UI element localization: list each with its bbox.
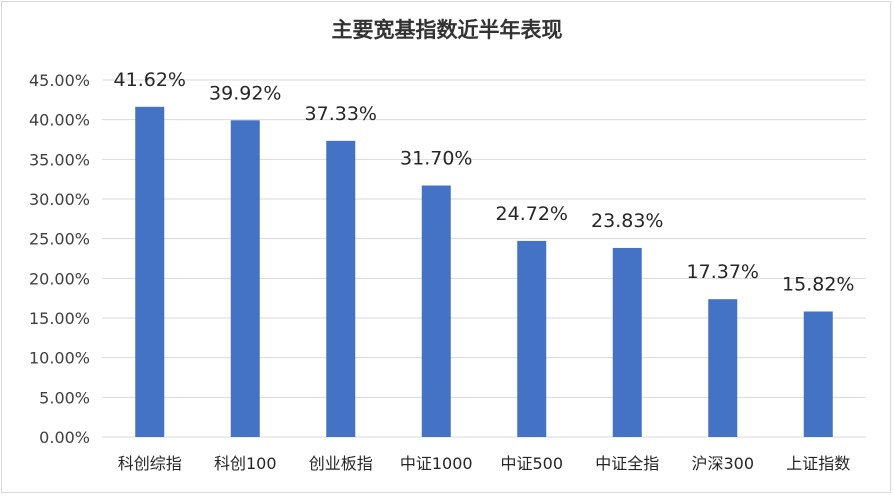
y-tick-label: 10.00% xyxy=(29,349,90,368)
bar xyxy=(803,311,833,437)
data-label: 37.33% xyxy=(305,103,377,125)
bar xyxy=(135,106,165,437)
x-tick-label: 创业板指 xyxy=(309,454,373,473)
y-tick-label: 0.00% xyxy=(39,428,90,447)
x-tick-label: 科创100 xyxy=(214,454,277,473)
bar xyxy=(612,247,642,437)
chart-title: 主要宽基指数近半年表现 xyxy=(331,18,563,42)
y-tick-label: 30.00% xyxy=(29,190,90,209)
y-tick-label: 15.00% xyxy=(29,309,90,328)
data-label: 31.70% xyxy=(400,148,472,170)
data-labels: 41.62% 39.92% 37.33% 31.70% 24.72% 23.83% 17.3… xyxy=(114,69,855,296)
data-label: 24.72% xyxy=(496,203,568,225)
y-tick-label: 20.00% xyxy=(29,269,90,288)
bar xyxy=(708,299,738,437)
data-label: 41.62% xyxy=(114,69,186,91)
bar xyxy=(517,240,547,437)
y-tick-label: 5.00% xyxy=(39,388,90,407)
y-tick-label: 35.00% xyxy=(29,150,90,169)
data-label: 17.37% xyxy=(687,261,759,283)
x-tick-label: 中证1000 xyxy=(400,454,473,473)
x-tick-label: 上证指数 xyxy=(786,454,850,473)
bar xyxy=(326,140,356,437)
x-tick-label: 中证500 xyxy=(500,454,563,473)
y-tick-label: 40.00% xyxy=(29,111,90,130)
x-tick-label: 科创综指 xyxy=(118,454,182,473)
y-tick-label: 45.00% xyxy=(29,71,90,90)
data-label: 39.92% xyxy=(209,82,281,104)
y-tick-label: 25.00% xyxy=(29,230,90,249)
x-tick-label: 沪深300 xyxy=(691,454,754,473)
data-label: 23.83% xyxy=(591,210,663,232)
bar xyxy=(421,185,451,437)
y-axis-ticks: 0.00% 5.00% 10.00% 15.00% 20.00% 25.00% 30.00%… xyxy=(29,71,90,447)
x-axis-labels: 科创综指 科创100 创业板指 中证1000 中证500 中证全指 沪深300 上证指数 xyxy=(118,454,851,473)
gridlines xyxy=(102,79,866,438)
x-tick-label: 中证全指 xyxy=(595,454,659,473)
bars xyxy=(135,106,833,437)
data-label: 15.82% xyxy=(782,273,854,295)
bar xyxy=(230,120,260,437)
